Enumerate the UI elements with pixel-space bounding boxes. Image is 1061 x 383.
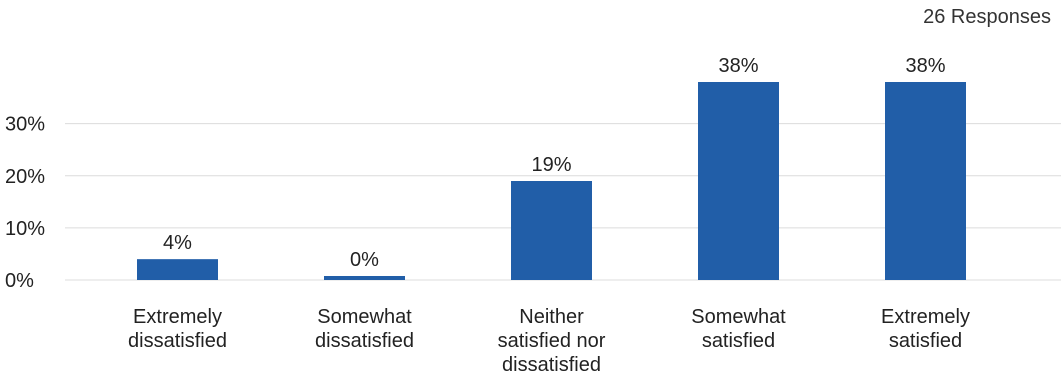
- data-label: 38%: [905, 55, 945, 77]
- category-label: Somewhat satisfied: [691, 306, 786, 352]
- category-label: Neither satisfied nor dissatisfied: [498, 306, 606, 376]
- y-axis-ticks: 0% 10% 20% 30%: [5, 114, 45, 292]
- x-axis-categories: Extremely dissatisfied Somewhat dissatisfie…: [128, 306, 970, 376]
- category-label: Extremely satisfied: [881, 306, 970, 352]
- y-tick-label: 0%: [5, 270, 34, 292]
- data-label: 4%: [163, 232, 192, 254]
- data-labels: 4% 0% 19% 38% 38%: [163, 55, 946, 271]
- category-label: Somewhat dissatisfied: [315, 306, 414, 352]
- data-label: 19%: [531, 154, 571, 176]
- y-tick-label: 10%: [5, 218, 45, 240]
- data-label: 0%: [350, 249, 379, 271]
- bars: [137, 82, 966, 280]
- data-label: 38%: [718, 55, 758, 77]
- bar: [511, 181, 592, 280]
- category-label: Extremely dissatisfied: [128, 306, 227, 352]
- bar: [324, 276, 405, 280]
- response-count: 26 Responses: [923, 6, 1051, 28]
- y-tick-label: 30%: [5, 114, 45, 136]
- bar: [137, 259, 218, 280]
- bar: [698, 82, 779, 280]
- y-tick-label: 20%: [5, 166, 45, 188]
- bar: [885, 82, 966, 280]
